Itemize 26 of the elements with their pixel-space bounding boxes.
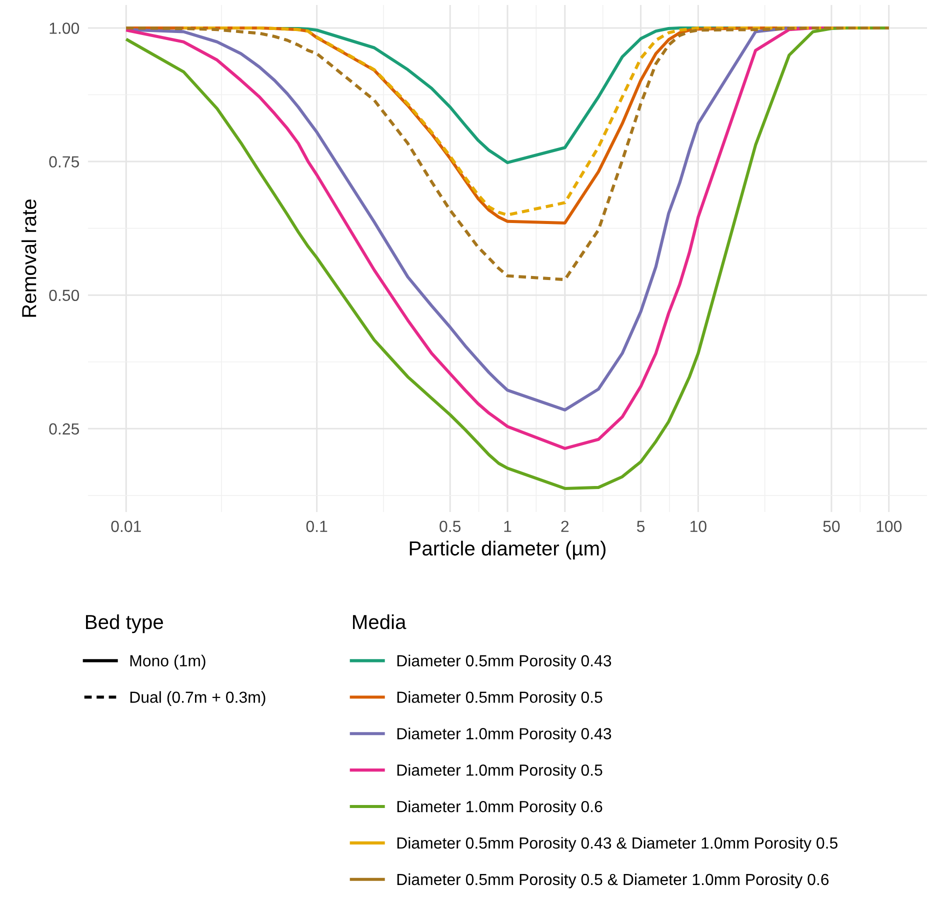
x-tick-label: 1 bbox=[504, 520, 512, 532]
legend-label: Diameter 0.5mm Porosity 0.43 bbox=[397, 654, 612, 670]
x-tick-label: 2 bbox=[561, 520, 569, 532]
x-tick-label: 0.01 bbox=[111, 520, 141, 532]
legend-label: Diameter 1.0mm Porosity 0.43 bbox=[397, 728, 612, 743]
x-tick-label: 0.1 bbox=[306, 520, 328, 532]
y-axis-title: Removal rate bbox=[21, 200, 36, 317]
x-tick-label: 0.5 bbox=[440, 520, 461, 532]
text: Dual (0.7m + 0.3m) bbox=[130, 691, 266, 706]
legend-title: Media bbox=[353, 614, 406, 630]
legend-label: Diameter 0.5mm Porosity 0.5 bbox=[397, 691, 602, 706]
legend-label: Diameter 1.0mm Porosity 0.6 bbox=[397, 800, 602, 816]
y-tick-label: 0.25 bbox=[49, 423, 79, 435]
text: Mono (1m) bbox=[130, 654, 206, 670]
legend-label: Diameter 0.5mm Porosity 0.5 & Diameter 1.0mm Porosity 0.6 bbox=[397, 873, 829, 888]
x-tick-label: 10 bbox=[690, 520, 706, 532]
y-tick-label: 1.00 bbox=[50, 22, 80, 34]
x-tick-label: 50 bbox=[823, 520, 840, 532]
legend-label: Diameter 0.5mm Porosity 0.43 & Diameter 1.0mm Porosity 0.5 bbox=[397, 836, 838, 852]
legend-label: Diameter 1.0mm Porosity 0.5 bbox=[397, 764, 602, 779]
y-tick-label: 0.50 bbox=[49, 290, 80, 302]
x-tick-label: 5 bbox=[636, 520, 645, 532]
x-axis-title: Particle diameter (µm) bbox=[410, 540, 606, 560]
x-tick-label: 100 bbox=[876, 520, 902, 532]
text: Bed type bbox=[86, 614, 163, 634]
y-tick-label: 0.75 bbox=[49, 156, 79, 168]
